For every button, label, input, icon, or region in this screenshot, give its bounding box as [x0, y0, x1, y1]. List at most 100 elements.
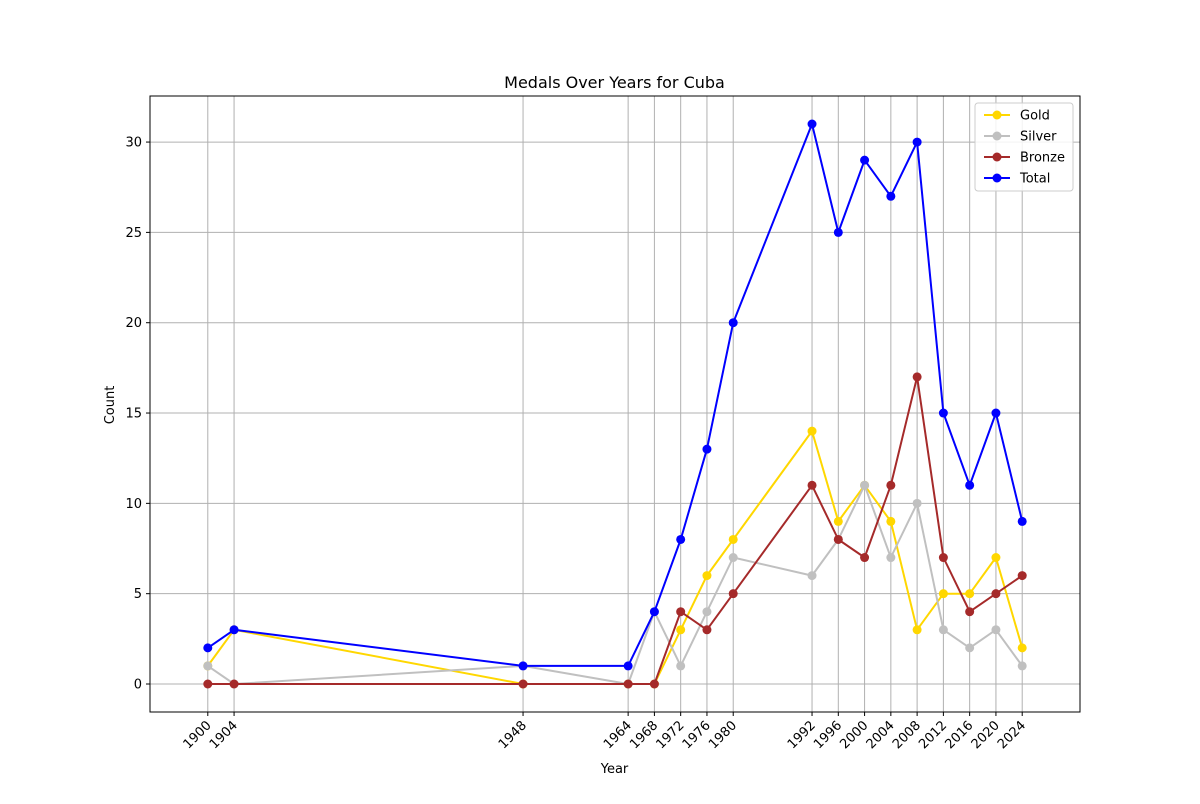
- legend-gold-marker: [992, 110, 1002, 120]
- silver-point: [728, 553, 738, 563]
- series-gold: [203, 426, 1027, 689]
- gold-point: [676, 625, 686, 635]
- gold-point: [886, 516, 896, 526]
- total-point: [203, 643, 213, 653]
- y-tick-label: 25: [125, 226, 142, 241]
- silver-line: [207, 484, 1024, 685]
- silver-point: [676, 661, 686, 671]
- gold-point: [702, 571, 712, 581]
- gold-point: [991, 553, 1001, 563]
- total-point: [833, 227, 843, 237]
- total-point: [623, 661, 633, 671]
- x-tick-label: 1900: [181, 718, 215, 752]
- chart-title: Medals Over Years for Cuba: [504, 73, 725, 92]
- series-layer: [203, 119, 1027, 689]
- legend-gold-label: Gold: [1020, 109, 1050, 124]
- x-tick-label: 2012: [916, 718, 950, 752]
- x-tick-label: 2004: [864, 718, 898, 752]
- gold-point: [833, 516, 843, 526]
- series-bronze: [203, 372, 1027, 689]
- legend-box: [974, 102, 1074, 192]
- silver-point: [860, 480, 870, 490]
- legend-bronze-label: Bronze: [1020, 151, 1065, 166]
- silver-point: [965, 643, 975, 653]
- x-tick-label: 2000: [837, 718, 871, 752]
- bronze-point: [203, 679, 213, 689]
- total-point: [676, 534, 686, 544]
- bronze-point: [938, 553, 948, 563]
- bronze-point: [912, 372, 922, 382]
- gold-point: [938, 589, 948, 599]
- x-tick-label: 1972: [653, 718, 687, 752]
- x-tick-label: 1976: [680, 718, 714, 752]
- legend-total-marker: [992, 173, 1002, 183]
- total-line: [207, 123, 1024, 667]
- silver-point: [938, 625, 948, 635]
- series-silver: [203, 480, 1027, 689]
- silver-point: [807, 571, 817, 581]
- legend-silver-label: Silver: [1020, 130, 1057, 145]
- y-tick-label: 15: [125, 407, 142, 422]
- bronze-point: [807, 480, 817, 490]
- x-tick-label: 1980: [706, 718, 740, 752]
- y-tick-label: 10: [125, 497, 142, 512]
- bronze-point: [1017, 571, 1027, 581]
- total-point: [860, 155, 870, 165]
- total-point: [1017, 516, 1027, 526]
- x-tick-label: 2008: [890, 718, 924, 752]
- bronze-point: [518, 679, 528, 689]
- y-axis-label: Count: [103, 386, 118, 425]
- bronze-point: [229, 679, 239, 689]
- gold-point: [912, 625, 922, 635]
- bronze-point: [886, 480, 896, 490]
- silver-point: [702, 607, 712, 617]
- series-total: [203, 119, 1027, 671]
- bronze-point: [649, 679, 659, 689]
- legend: Gold Silver Bronze Total: [974, 102, 1074, 192]
- total-point: [702, 444, 712, 454]
- y-tick-label: 30: [125, 136, 142, 151]
- x-tick-label: 2024: [995, 718, 1029, 752]
- bronze-line: [207, 375, 1023, 685]
- legend-bronze-marker: [992, 152, 1002, 162]
- total-point: [728, 318, 738, 328]
- gold-point: [807, 426, 817, 436]
- x-tick-label: 1904: [207, 718, 241, 752]
- total-point: [886, 191, 896, 201]
- bronze-point: [860, 553, 870, 563]
- total-point: [649, 607, 659, 617]
- x-tick-label: 1968: [627, 718, 661, 752]
- y-tick-label: 0: [134, 678, 142, 693]
- gold-point: [1017, 643, 1027, 653]
- bronze-point: [991, 589, 1001, 599]
- total-point: [938, 408, 948, 418]
- silver-point: [203, 661, 213, 671]
- silver-point: [991, 625, 1001, 635]
- gold-point: [728, 534, 738, 544]
- legend-total-label: Total: [1019, 172, 1050, 187]
- silver-point: [886, 553, 896, 563]
- total-point: [991, 408, 1001, 418]
- bronze-point: [702, 625, 712, 635]
- x-tick-label: 1948: [496, 718, 530, 752]
- gold-point: [965, 589, 975, 599]
- x-axis-label: Year: [600, 762, 629, 777]
- x-tick-label: 1996: [811, 718, 845, 752]
- silver-point: [1017, 661, 1027, 671]
- bronze-point: [965, 607, 975, 617]
- total-point: [518, 661, 528, 671]
- x-tick-label: 1992: [785, 718, 819, 752]
- legend-silver-marker: [992, 131, 1002, 141]
- bronze-point: [833, 534, 843, 544]
- x-tick-label: 1964: [601, 718, 635, 752]
- y-tick-label: 5: [134, 587, 142, 602]
- y-tick-label: 20: [125, 316, 142, 331]
- silver-point: [912, 498, 922, 508]
- total-point: [965, 480, 975, 490]
- total-point: [229, 625, 239, 635]
- x-tick-label: 2020: [969, 718, 1003, 752]
- x-tick-label: 2016: [942, 718, 976, 752]
